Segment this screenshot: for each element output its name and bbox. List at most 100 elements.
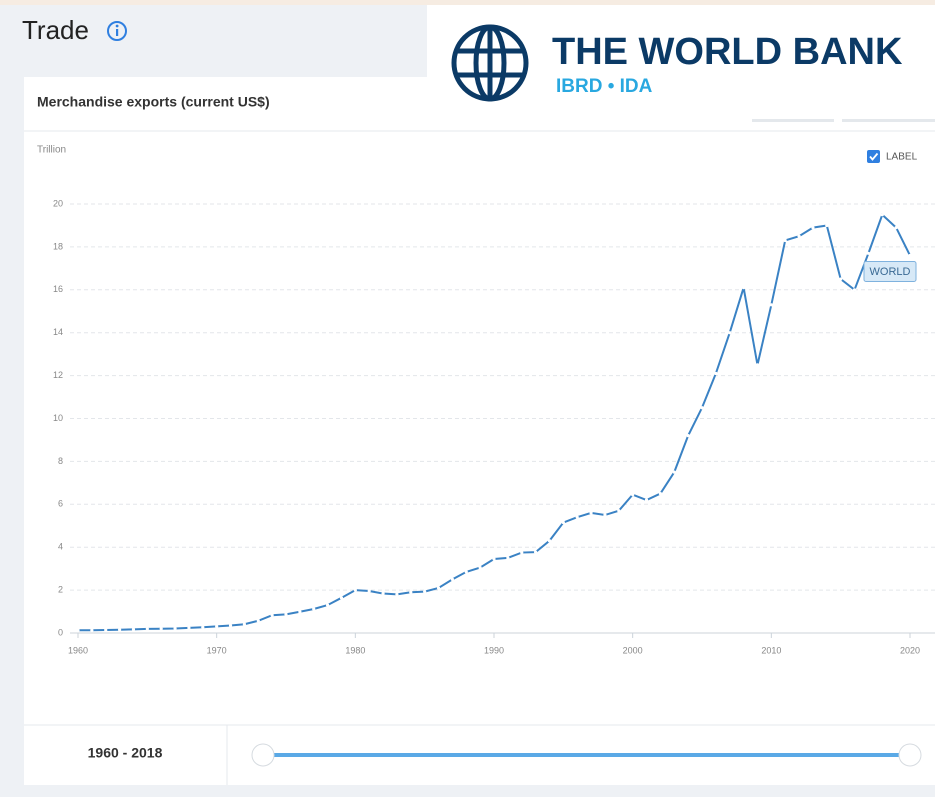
point-marker	[409, 590, 413, 594]
y-tick-label: 12	[53, 370, 63, 380]
point-marker	[215, 624, 219, 628]
point-marker	[561, 520, 565, 525]
logo-box	[427, 5, 935, 78]
point-marker	[672, 470, 676, 474]
point-marker	[298, 610, 302, 614]
y-axis-label: Trillion	[37, 145, 66, 156]
x-tick-label: 1970	[207, 645, 227, 655]
range-text: 1960 - 2018	[88, 745, 163, 761]
point-marker	[797, 234, 801, 238]
point-marker	[381, 591, 385, 596]
point-marker	[450, 577, 454, 581]
x-tick-label: 1990	[484, 645, 504, 655]
info-circle[interactable]	[107, 21, 127, 41]
logo-subtitle: IBRD • IDA	[556, 76, 653, 97]
point-marker	[131, 627, 136, 631]
slider-handle[interactable]	[251, 743, 275, 767]
x-tick-label: 1960	[68, 645, 88, 655]
point-marker	[811, 225, 815, 230]
point-marker	[76, 628, 80, 632]
point-marker	[534, 550, 538, 554]
chart-title: Merchandise exports (current US$)	[37, 94, 270, 110]
series-label: WORLD	[870, 266, 911, 278]
point-marker	[866, 251, 871, 255]
point-marker	[104, 628, 108, 632]
series-label-box	[863, 260, 917, 282]
point-marker	[728, 331, 732, 335]
x-tick-label: 1980	[345, 645, 365, 655]
point-marker	[187, 626, 191, 630]
slider-handle[interactable]	[898, 743, 922, 767]
point-marker	[520, 550, 524, 555]
x-tick-label: 2010	[761, 645, 781, 655]
point-marker	[825, 223, 829, 228]
point-marker	[326, 603, 330, 607]
point-marker	[631, 493, 635, 497]
point-marker	[714, 371, 718, 376]
label-checkbox[interactable]: LABEL	[867, 150, 918, 163]
top-strip	[0, 0, 935, 5]
y-tick-label: 16	[53, 284, 63, 294]
point-marker	[436, 586, 441, 590]
y-tick-label: 8	[58, 456, 63, 466]
info-stem	[116, 29, 119, 36]
tab[interactable]	[842, 119, 935, 122]
point-marker	[686, 434, 690, 438]
point-marker	[894, 225, 898, 230]
point-marker	[173, 626, 177, 631]
point-marker	[118, 628, 122, 632]
point-marker	[464, 570, 468, 574]
point-marker	[839, 277, 843, 281]
point-marker	[201, 625, 205, 629]
y-tick-label: 18	[53, 241, 63, 251]
point-marker	[478, 565, 482, 570]
info-dot	[115, 24, 119, 28]
point-marker	[256, 619, 260, 623]
globe	[451, 24, 529, 102]
y-tick-label: 14	[53, 327, 63, 337]
info-icon[interactable]	[107, 21, 127, 41]
point-marker	[852, 288, 857, 292]
point-marker	[547, 539, 552, 543]
point-marker	[783, 238, 787, 243]
point-marker	[755, 363, 760, 367]
point-marker	[395, 592, 399, 596]
y-tick-label: 4	[58, 542, 63, 552]
chart-card	[24, 77, 935, 785]
x-tick-label: 2000	[623, 645, 643, 655]
checkmark	[869, 152, 879, 161]
point-marker	[880, 213, 884, 217]
point-marker	[658, 491, 663, 496]
point-marker	[339, 596, 344, 600]
y-tick-label: 10	[53, 413, 63, 423]
point-marker	[644, 498, 649, 502]
point-marker	[492, 557, 496, 561]
logo-name: THE WORLD BANK	[552, 31, 903, 73]
point-marker	[506, 556, 510, 560]
point-marker	[242, 622, 246, 626]
x-tick-label: 2020	[900, 645, 920, 655]
y-tick-label: 20	[53, 198, 63, 208]
point-marker	[145, 627, 149, 631]
point-marker	[312, 607, 316, 611]
point-marker	[589, 511, 593, 515]
range-slider[interactable]	[251, 743, 922, 767]
checkbox-label[interactable]: LABEL	[886, 152, 918, 163]
point-marker	[617, 509, 621, 513]
point-marker	[575, 515, 579, 519]
y-tick-label: 6	[58, 499, 63, 509]
point-marker	[159, 627, 163, 631]
point-marker	[769, 303, 773, 307]
point-marker	[284, 612, 288, 616]
point-marker	[90, 628, 94, 632]
point-marker	[423, 590, 427, 594]
point-marker	[908, 253, 912, 258]
tab[interactable]	[752, 119, 834, 122]
point-marker	[367, 589, 371, 593]
checkbox[interactable]	[867, 150, 880, 163]
y-tick-label: 0	[58, 627, 63, 637]
point-marker	[353, 588, 357, 592]
point-marker	[270, 613, 274, 617]
